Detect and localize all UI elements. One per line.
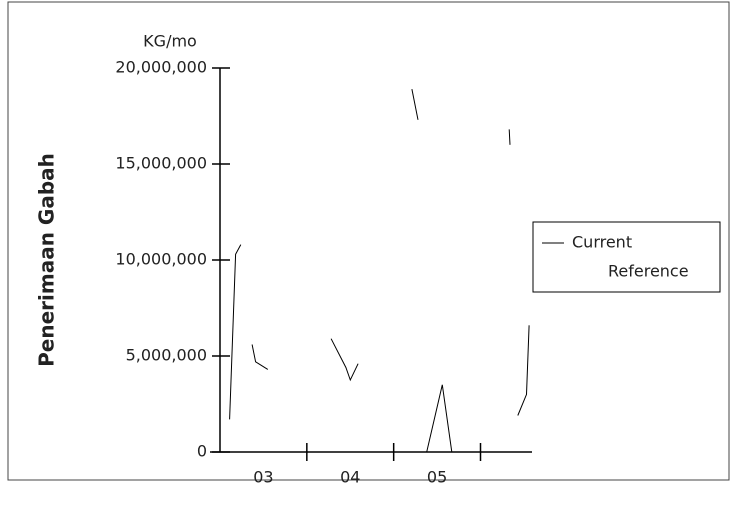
y-tick-label: 15,000,000 [115,154,207,173]
x-tick-label: 05 [427,468,447,487]
frame [7,1,730,481]
y-tick-label: 10,000,000 [115,250,207,269]
y-unit: KG/mo [143,32,197,51]
y-tick-label: 20,000,000 [115,58,207,77]
x-tick-label: 04 [340,468,360,487]
x-tick-label: 03 [253,468,273,487]
y-tick-label: 5,000,000 [126,346,207,365]
series-line [229,89,530,453]
legend-label: Reference [608,262,689,281]
legend-label: Current [572,233,632,252]
y-axis-label: Penerimaan Gabah [35,153,59,367]
y-tick-label: 0 [197,442,207,461]
legend [532,221,721,293]
